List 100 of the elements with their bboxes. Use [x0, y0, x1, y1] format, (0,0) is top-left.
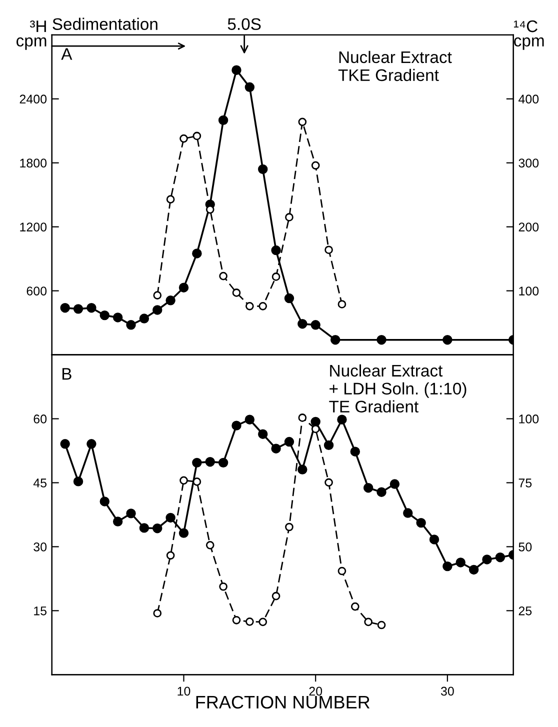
point [178, 282, 189, 292]
text: B [62, 368, 72, 380]
point [298, 414, 307, 422]
point [166, 195, 175, 204]
point [192, 458, 202, 468]
point [284, 293, 294, 304]
point [377, 620, 386, 630]
point [324, 478, 333, 487]
y-tick-label: 1200 [20, 222, 47, 232]
point [429, 534, 440, 544]
point [285, 522, 294, 532]
point [390, 479, 400, 489]
point [376, 487, 386, 497]
point [468, 564, 479, 575]
point [258, 618, 268, 626]
point [298, 318, 308, 329]
point [258, 164, 268, 174]
point [219, 272, 228, 280]
point [206, 541, 214, 550]
point [86, 439, 96, 449]
point [232, 616, 241, 624]
point [218, 458, 228, 468]
point [324, 246, 333, 254]
x-tick-label: 30 [440, 686, 454, 696]
point [166, 296, 176, 306]
point [258, 429, 268, 439]
point [403, 508, 413, 518]
point [338, 566, 346, 576]
point [298, 118, 307, 126]
text: 5.0S [228, 18, 261, 30]
point [73, 476, 84, 486]
point [272, 272, 280, 281]
point [100, 496, 110, 506]
point [364, 618, 372, 626]
point [152, 524, 162, 534]
x-axis-title: FRACTION NUMBER [196, 696, 370, 709]
point [112, 312, 123, 322]
annotation: Nuclear Extract TKE Gradient [338, 50, 452, 82]
point [205, 456, 215, 467]
point [166, 512, 176, 523]
point [285, 213, 294, 222]
point [310, 416, 320, 427]
point [330, 334, 340, 345]
point [139, 314, 150, 324]
point [192, 132, 202, 140]
text: Sedimentation [52, 18, 158, 30]
point [246, 302, 254, 310]
y-axis-title: ³H cpm [16, 20, 46, 50]
point [126, 508, 136, 518]
y2-tick-label: 75 [518, 478, 532, 488]
point [482, 554, 492, 564]
y2-tick-label: 400 [518, 94, 539, 104]
point [232, 65, 242, 75]
point [246, 618, 254, 626]
point [153, 291, 162, 300]
point [324, 440, 334, 450]
point [180, 134, 188, 143]
point [376, 334, 386, 345]
point [73, 304, 84, 314]
point [192, 478, 202, 486]
x-tick-label: 10 [178, 686, 190, 696]
point [100, 310, 110, 320]
point [284, 436, 294, 447]
y2-axis-title: ¹⁴C cpm [514, 20, 544, 50]
y-tick-label: 15 [34, 606, 47, 616]
point [244, 414, 255, 424]
point [218, 115, 228, 126]
point [350, 446, 360, 456]
point [311, 424, 320, 434]
point [363, 482, 374, 493]
point [232, 288, 241, 297]
y2-tick-label: 300 [518, 158, 539, 168]
point [152, 305, 162, 315]
point [180, 476, 188, 485]
y-tick-label: 45 [33, 478, 47, 488]
y2-tick-label: 25 [518, 606, 532, 616]
point [178, 528, 189, 538]
point [232, 420, 242, 430]
point [166, 551, 175, 560]
point [112, 516, 123, 526]
point [139, 523, 150, 533]
x-tick-label: 20 [309, 686, 322, 696]
point [310, 320, 320, 330]
point [244, 82, 255, 92]
point [86, 303, 96, 313]
point [271, 245, 281, 256]
y2-tick-label: 100 [519, 286, 539, 296]
point [153, 609, 162, 618]
annotation: Nuclear Extract + LDH Soln. (1:10) TE Gradient [329, 364, 466, 413]
point [456, 558, 466, 568]
point [337, 414, 347, 424]
y-tick-label: 2400 [20, 94, 47, 104]
y2-tick-label: 200 [518, 222, 539, 232]
point [272, 592, 280, 600]
point [442, 334, 452, 345]
point [298, 464, 308, 474]
point [311, 161, 320, 170]
point [192, 248, 202, 258]
point [338, 300, 346, 308]
point [350, 602, 360, 611]
